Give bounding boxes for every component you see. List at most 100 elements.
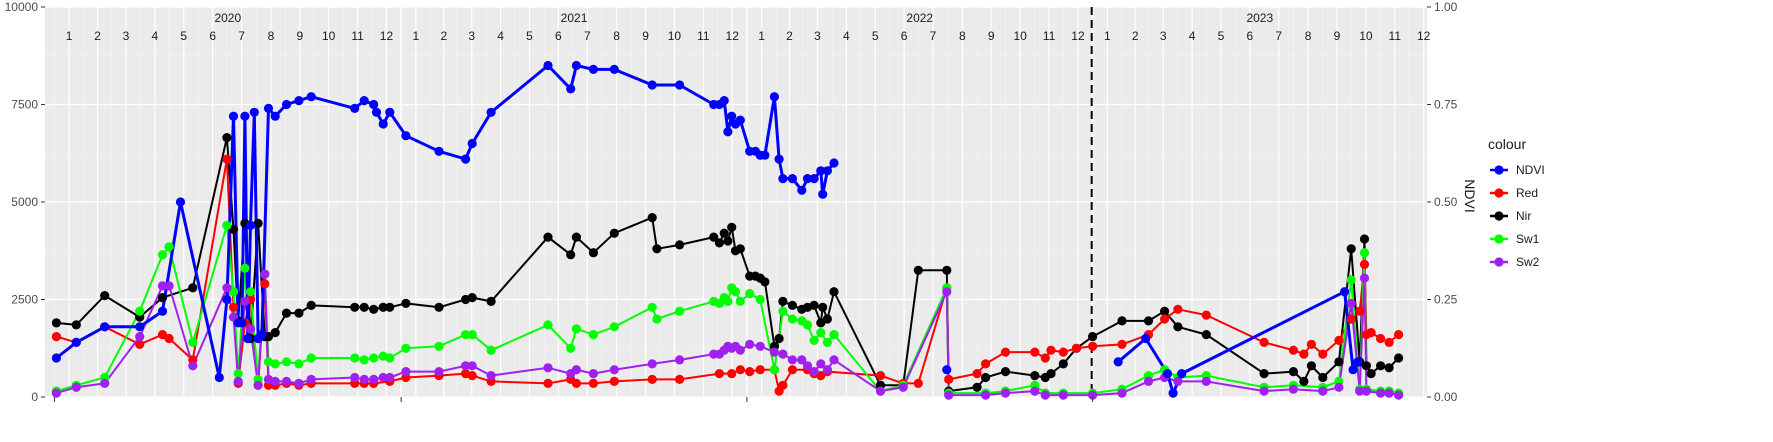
nir-point: [51, 318, 62, 328]
red-point: [164, 333, 174, 344]
nir-point: [652, 244, 662, 254]
sw1-point: [778, 306, 788, 316]
red-point: [787, 365, 798, 375]
sw1-point: [306, 353, 316, 363]
ndvi-point: [1162, 369, 1173, 379]
ndvi-point: [222, 294, 232, 305]
right-y-axis: 0.00 0.25 0.50 0.75 1.00: [1427, 0, 1458, 404]
nir-point: [809, 300, 819, 310]
year-label: 2023: [1246, 11, 1273, 25]
red-point: [1259, 337, 1269, 347]
sw1-point: [647, 302, 657, 312]
red-point: [1299, 349, 1309, 359]
month-label: 12: [1417, 29, 1431, 43]
month-label: 1: [66, 29, 73, 43]
ndvi-point: [543, 60, 553, 71]
nir-point: [942, 265, 952, 275]
nir-point: [647, 213, 657, 223]
sw1-point: [461, 330, 471, 340]
sw2-point: [222, 283, 232, 293]
month-label: 7: [1275, 29, 1282, 43]
nir-point: [719, 228, 729, 238]
nir-point: [1058, 359, 1068, 369]
ndvi-line: [55, 64, 836, 379]
sw2-point: [1355, 386, 1365, 396]
nir-point: [1359, 234, 1370, 244]
sw2-point: [369, 374, 379, 384]
sw2-point: [609, 365, 619, 375]
sw1-point: [802, 320, 813, 330]
sw2-point: [809, 367, 819, 377]
month-label: 7: [584, 29, 591, 43]
sw1-point: [566, 343, 576, 353]
month-label: 7: [930, 29, 937, 43]
sw2-point: [543, 363, 553, 373]
sw2-point: [1334, 382, 1344, 392]
sw1-point: [1346, 275, 1356, 285]
ndvi-point: [1348, 365, 1358, 375]
right-tick-label: 0.00: [1434, 390, 1458, 404]
sw1-point: [675, 306, 685, 316]
sw1-point: [723, 296, 733, 306]
ndvi-point: [609, 64, 619, 74]
nir-point: [981, 372, 991, 383]
month-label: 10: [1013, 29, 1027, 43]
sw1-point: [822, 337, 833, 347]
sw1-point: [157, 250, 168, 260]
ndvi-point: [647, 80, 657, 90]
month-label: 3: [468, 29, 475, 43]
legend-marker-sw2: [1494, 257, 1504, 267]
left-tick-label: 10000: [5, 0, 39, 14]
nir-point: [609, 228, 619, 238]
legend-label-ndvi: NDVI: [1516, 163, 1545, 177]
sw2-point: [306, 374, 316, 384]
nir-point: [714, 238, 725, 248]
sw1-point: [486, 345, 496, 355]
nir-point: [270, 328, 280, 338]
ndvi-point: [100, 322, 110, 332]
sw1-point: [588, 330, 599, 340]
month-label: 1: [758, 29, 765, 43]
sw1-point: [787, 314, 798, 324]
ndvi-point: [802, 174, 813, 184]
sw2-point: [647, 359, 657, 369]
red-point: [1376, 333, 1386, 344]
sw2-point: [745, 339, 755, 349]
ndvi-point: [486, 107, 496, 117]
sw1-point: [240, 263, 250, 273]
month-label: 1: [1104, 29, 1111, 43]
ndvi-point: [797, 185, 807, 195]
red-point: [727, 369, 737, 379]
red-point: [1318, 349, 1328, 359]
nir-point: [253, 218, 263, 228]
ndvi-point: [1177, 369, 1187, 379]
red-point: [735, 365, 745, 375]
ndvi-point: [1340, 287, 1350, 297]
ndvi-point: [135, 322, 145, 332]
sw1-point: [730, 287, 741, 297]
sw2-point: [1361, 386, 1371, 396]
sw1-point: [571, 324, 582, 334]
bottom-x-axis: [53, 397, 1094, 402]
ndvi-point: [675, 80, 685, 90]
ndvi-point: [359, 96, 369, 106]
month-label: 12: [380, 29, 394, 43]
sw2-point: [401, 367, 411, 377]
ndvi-point: [51, 353, 62, 363]
sw1-point: [609, 322, 619, 332]
ndvi-point: [237, 318, 247, 328]
sw2-point: [1394, 390, 1404, 400]
ndvi-point: [263, 103, 274, 113]
sw2-point: [1384, 388, 1394, 398]
red-point: [260, 279, 270, 289]
sw2-point: [1040, 390, 1050, 400]
red-point: [647, 374, 657, 384]
ndvi-point: [214, 372, 224, 383]
nir-point: [434, 302, 444, 312]
nir-point: [1030, 371, 1040, 381]
ndvi-point: [157, 306, 168, 316]
sw2-point: [1346, 298, 1356, 308]
month-label: 6: [1247, 29, 1254, 43]
sw2-point: [51, 388, 62, 398]
nir-point: [1160, 306, 1170, 316]
